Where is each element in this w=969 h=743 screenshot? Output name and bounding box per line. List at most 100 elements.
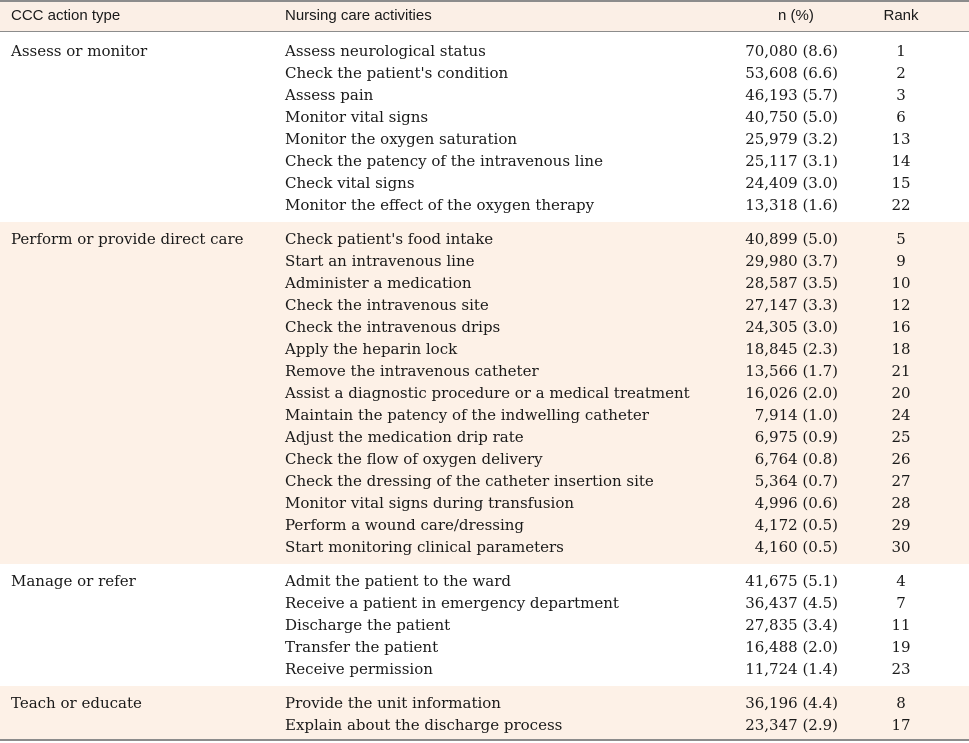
cell-rank: 7 — [896, 594, 906, 612]
cell-activity: Remove the intravenous catheter — [285, 362, 539, 380]
cell-n-percent: 6,975 (0.9) — [754, 428, 838, 446]
cell-n-percent: 40,899 (5.0) — [745, 230, 838, 248]
table-row: Start an intravenous line 29,980 (3.7) 9 — [0, 250, 969, 272]
table-row: Monitor vital signs during transfusion 4,… — [0, 492, 969, 514]
cell-n-percent: 28,587 (3.5) — [745, 274, 838, 292]
table-row: Explain about the discharge process 23,34… — [0, 714, 969, 736]
cell-rank: 1 — [896, 42, 906, 60]
cell-rank: 30 — [891, 538, 911, 556]
cell-activity: Check vital signs — [285, 174, 415, 192]
cell-rank: 19 — [891, 638, 911, 656]
table-row: Discharge the patient 27,835 (3.4) 11 — [0, 614, 969, 636]
table-group: Teach or educate Provide the unit informa… — [0, 686, 969, 739]
table-header: CCC action type Nursing care activities … — [0, 0, 969, 32]
header-ccc-action-type: CCC action type — [11, 7, 121, 24]
table-bottom-rule — [0, 739, 969, 741]
cell-rank: 18 — [891, 340, 911, 358]
table-row: Receive a patient in emergency departmen… — [0, 592, 969, 614]
cell-activity: Monitor the oxygen saturation — [285, 130, 518, 148]
cell-rank: 11 — [891, 616, 911, 634]
cell-n-percent: 53,608 (6.6) — [745, 64, 838, 82]
cell-n-percent: 5,364 (0.7) — [754, 472, 838, 490]
cell-rank: 22 — [891, 196, 911, 214]
cell-activity: Receive a patient in emergency departmen… — [285, 594, 619, 612]
table-row: Assist a diagnostic procedure or a medic… — [0, 382, 969, 404]
table-row: Monitor the effect of the oxygen therapy… — [0, 194, 969, 216]
cell-activity: Start monitoring clinical parameters — [285, 538, 564, 556]
table-row: Monitor vital signs 40,750 (5.0) 6 — [0, 106, 969, 128]
cell-n-percent: 6,764 (0.8) — [754, 450, 838, 468]
header-rank: Rank — [883, 7, 919, 24]
group-ccc-action-type: Teach or educate — [11, 694, 142, 712]
cell-activity: Administer a medication — [285, 274, 472, 292]
table-row: Check the intravenous site 27,147 (3.3) 12 — [0, 294, 969, 316]
cell-n-percent: 40,750 (5.0) — [745, 108, 838, 126]
cell-activity: Start an intravenous line — [285, 252, 475, 270]
cell-rank: 21 — [891, 362, 911, 380]
table-row: Apply the heparin lock 18,845 (2.3) 18 — [0, 338, 969, 360]
cell-activity: Monitor vital signs — [285, 108, 429, 126]
cell-rank: 13 — [891, 130, 911, 148]
table-body: Assess or monitor Assess neurological sta… — [0, 32, 969, 739]
group-ccc-action-type: Manage or refer — [11, 572, 136, 590]
cell-rank: 23 — [891, 660, 911, 678]
table-row: Adjust the medication drip rate 6,975 (0.… — [0, 426, 969, 448]
cell-n-percent: 13,566 (1.7) — [745, 362, 838, 380]
cell-activity: Transfer the patient — [285, 638, 439, 656]
cell-activity: Provide the unit information — [285, 694, 501, 712]
table-row: Perform a wound care/dressing 4,172 (0.5)… — [0, 514, 969, 536]
cell-n-percent: 70,080 (8.6) — [745, 42, 838, 60]
table-row: Assess pain 46,193 (5.7) 3 — [0, 84, 969, 106]
cell-activity: Monitor vital signs during transfusion — [285, 494, 575, 512]
cell-n-percent: 13,318 (1.6) — [745, 196, 838, 214]
cell-n-percent: 29,980 (3.7) — [745, 252, 838, 270]
cell-activity: Check the intravenous site — [285, 296, 489, 314]
cell-activity: Check the patency of the intravenous lin… — [285, 152, 603, 170]
cell-activity: Apply the heparin lock — [285, 340, 458, 358]
cell-activity: Explain about the discharge process — [285, 716, 563, 734]
header-n-percent: n (%) — [778, 7, 814, 24]
cell-rank: 14 — [891, 152, 911, 170]
table-row: Remove the intravenous catheter 13,566 (1… — [0, 360, 969, 382]
table-row: Administer a medication 28,587 (3.5) 10 — [0, 272, 969, 294]
cell-n-percent: 4,172 (0.5) — [754, 516, 838, 534]
table-row: Receive permission 11,724 (1.4) 23 — [0, 658, 969, 680]
cell-activity: Check the flow of oxygen delivery — [285, 450, 543, 468]
cell-rank: 6 — [896, 108, 906, 126]
cell-n-percent: 36,196 (4.4) — [745, 694, 838, 712]
cell-rank: 5 — [896, 230, 906, 248]
table-row: Check the flow of oxygen delivery 6,764 (… — [0, 448, 969, 470]
cell-n-percent: 36,437 (4.5) — [745, 594, 838, 612]
cell-activity: Assess neurological status — [285, 42, 486, 60]
table-row: Transfer the patient 16,488 (2.0) 19 — [0, 636, 969, 658]
cell-n-percent: 23,347 (2.9) — [745, 716, 838, 734]
cell-n-percent: 25,979 (3.2) — [745, 130, 838, 148]
cell-rank: 27 — [891, 472, 911, 490]
cell-rank: 9 — [896, 252, 906, 270]
cell-activity: Assist a diagnostic procedure or a medic… — [285, 384, 690, 402]
cell-activity: Check patient's food intake — [285, 230, 494, 248]
cell-rank: 4 — [896, 572, 906, 590]
cell-rank: 28 — [891, 494, 911, 512]
cell-activity: Monitor the effect of the oxygen therapy — [285, 196, 595, 214]
cell-n-percent: 4,160 (0.5) — [754, 538, 838, 556]
cell-n-percent: 18,845 (2.3) — [745, 340, 838, 358]
table-row: Provide the unit information 36,196 (4.4)… — [0, 692, 969, 714]
cell-rank: 10 — [891, 274, 911, 292]
cell-activity: Assess pain — [285, 86, 374, 104]
cell-rank: 2 — [896, 64, 906, 82]
table-row: Check patient's food intake 40,899 (5.0) 5 — [0, 228, 969, 250]
table-group: Manage or refer Admit the patient to the … — [0, 564, 969, 686]
cell-n-percent: 27,147 (3.3) — [745, 296, 838, 314]
cell-rank: 15 — [891, 174, 911, 192]
cell-activity: Adjust the medication drip rate — [285, 428, 524, 446]
table-row: Start monitoring clinical parameters 4,16… — [0, 536, 969, 558]
cell-activity: Check the dressing of the catheter inser… — [285, 472, 654, 490]
group-ccc-action-type: Assess or monitor — [11, 42, 148, 60]
table-group: Perform or provide direct care Check pati… — [0, 222, 969, 564]
table-row: Assess neurological status 70,080 (8.6) 1 — [0, 40, 969, 62]
table-row: Check the patency of the intravenous lin… — [0, 150, 969, 172]
cell-activity: Check the intravenous drips — [285, 318, 501, 336]
cell-rank: 25 — [891, 428, 911, 446]
